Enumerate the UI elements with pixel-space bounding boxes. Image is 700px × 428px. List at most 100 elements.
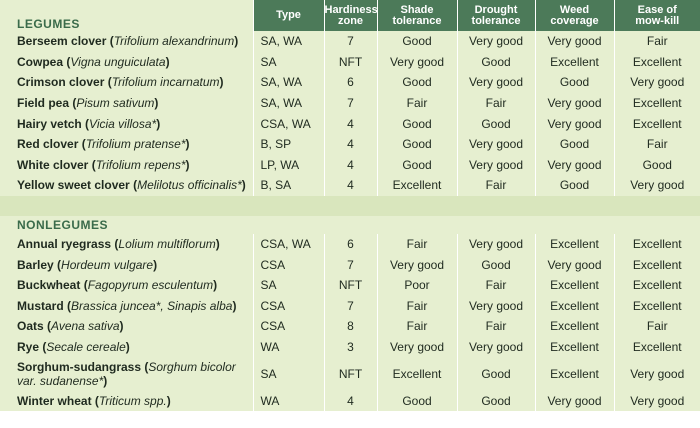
- table-row: Annual ryegrass (Lolium multiflorum) CSA,…: [0, 233, 700, 255]
- hardiness-cell: NFT: [323, 274, 377, 296]
- table-row: Winter wheat (Triticum spp.) WA 4 Good Good V…: [0, 390, 700, 411]
- crop-name-cell: Barley (Hordeum vulgare): [0, 254, 253, 275]
- weed-cell: Very good: [534, 31, 614, 52]
- crop-name-cell: Buckwheat (Fagopyrum esculentum): [0, 274, 253, 296]
- crop-scientific-name-text: Vigna unguiculata: [70, 54, 166, 69]
- hardiness-cell: 7: [323, 254, 377, 275]
- table-row: Barley (Hordeum vulgare) CSA 7 Very good Goo…: [0, 254, 700, 275]
- table-row: Crimson clover (Trifolium incarnatum) SA,…: [0, 72, 700, 93]
- col-type: Type: [252, 0, 324, 31]
- section-title-text: LEGUMES: [17, 17, 80, 31]
- mowkill-cell: Very good: [613, 72, 700, 93]
- col-drought-line1: Drought: [474, 3, 518, 16]
- shade-cell: Very good: [376, 51, 457, 73]
- shade-cell: Good: [376, 72, 457, 93]
- crop-common-name: Berseem clover: [17, 34, 107, 49]
- crop-scientific-name: Pisum sativum: [76, 96, 154, 110]
- col-hardiness: Hardiness zone: [323, 0, 377, 31]
- table-header: LEGUMES Type Hardiness zone Shade toleranc…: [0, 0, 700, 31]
- crop-common-name: Red clover: [17, 137, 79, 152]
- section-divider: NONLEGUMES: [0, 195, 700, 234]
- crop-common-name: Annual ryegrass: [17, 237, 112, 252]
- section-title-nonlegumes: NONLEGUMES: [0, 215, 700, 234]
- drought-cell: Fair: [456, 274, 535, 296]
- crop-common-name: Winter wheat: [17, 393, 92, 408]
- crop-scientific-name-text: Trifolium alexandrinum: [113, 34, 235, 49]
- crop-name-cell: Cowpea (Vigna unguiculata): [0, 51, 253, 73]
- type-cell: B, SA: [252, 175, 324, 196]
- crop-scientific-name-text: Hordeum vulgare: [61, 257, 154, 272]
- shade-cell: Good: [376, 31, 457, 52]
- mowkill-cell: Excellent: [613, 113, 700, 134]
- crop-scientific-name-text: Trifolium pratense*: [85, 137, 186, 152]
- drought-cell: Very good: [456, 295, 535, 317]
- drought-cell: Very good: [456, 31, 535, 52]
- weed-cell: Excellent: [534, 274, 614, 296]
- shade-cell: Excellent: [376, 175, 457, 196]
- crop-scientific-name: Melilotus officinalis*: [137, 178, 242, 192]
- table-row: Sorghum-sudangrass (Sorghum bicolor var.…: [0, 357, 700, 391]
- mowkill-cell: Excellent: [613, 274, 700, 296]
- weed-cell: Very good: [534, 154, 614, 176]
- crop-scientific-name: Vigna unguiculata: [70, 55, 165, 69]
- mowkill-cell: Excellent: [613, 254, 700, 275]
- crop-common-name: Buckwheat: [17, 278, 81, 293]
- table-row: Oats (Avena sativa) CSA 8 Fair Fair Excellent…: [0, 316, 700, 337]
- col-weed: Weed coverage: [534, 0, 614, 31]
- type-cell: CSA, WA: [252, 113, 324, 134]
- crop-name-cell: Winter wheat (Triticum spp.): [0, 390, 253, 411]
- crop-scientific-name-text: Sorghum bicolor var. sudanense*: [17, 359, 236, 388]
- crop-common-name: Rye: [17, 340, 40, 355]
- weed-cell: Good: [534, 72, 614, 93]
- mowkill-cell: Fair: [613, 316, 700, 337]
- table-row: Berseem clover (Trifolium alexandrinum) S…: [0, 31, 700, 52]
- hardiness-cell: 7: [323, 31, 377, 52]
- shade-cell: Fair: [376, 295, 457, 317]
- weed-cell: Excellent: [534, 295, 614, 317]
- crop-name-cell: Red clover (Trifolium pratense*): [0, 133, 253, 155]
- section-title-text: NONLEGUMES: [17, 217, 109, 232]
- hardiness-cell: 4: [323, 175, 377, 196]
- crop-name-cell: Annual ryegrass (Lolium multiflorum): [0, 233, 253, 255]
- table-row: Buckwheat (Fagopyrum esculentum) SA NFT Poo…: [0, 274, 700, 296]
- hardiness-cell: 4: [323, 154, 377, 176]
- weed-cell: Good: [534, 175, 614, 196]
- col-type-label: Type: [276, 9, 301, 21]
- drought-cell: Fair: [456, 92, 535, 114]
- col-hardiness-line1: Hardiness: [324, 3, 377, 16]
- hardiness-cell: 8: [323, 316, 377, 337]
- table-row: Field pea (Pisum sativum) SA, WA 7 Fair Fair…: [0, 92, 700, 114]
- legumes-section: Berseem clover (Trifolium alexandrinum) S…: [0, 31, 700, 196]
- type-cell: SA: [252, 51, 324, 73]
- mowkill-cell: Fair: [613, 133, 700, 155]
- shade-cell: Excellent: [376, 357, 457, 391]
- weed-cell: Excellent: [534, 357, 614, 391]
- crop-name-cell: White clover (Trifolium repens*): [0, 154, 253, 176]
- shade-cell: Good: [376, 113, 457, 134]
- shade-cell: Fair: [376, 316, 457, 337]
- crop-scientific-name: Avena sativa: [51, 319, 120, 333]
- shade-cell: Good: [376, 390, 457, 411]
- crop-name-cell: Sorghum-sudangrass (Sorghum bicolor var.…: [0, 357, 253, 391]
- weed-cell: Very good: [534, 390, 614, 411]
- type-cell: WA: [252, 336, 324, 358]
- hardiness-cell: 6: [323, 72, 377, 93]
- shade-cell: Very good: [376, 336, 457, 358]
- mowkill-cell: Excellent: [613, 51, 700, 73]
- type-cell: SA, WA: [252, 31, 324, 52]
- shade-cell: Fair: [376, 233, 457, 255]
- shade-cell: Very good: [376, 254, 457, 275]
- crop-scientific-name: Lolium multiflorum: [118, 237, 215, 251]
- drought-cell: Fair: [456, 316, 535, 337]
- section-title-legumes: LEGUMES: [0, 0, 253, 31]
- table-row: Yellow sweet clover (Melilotus officinal…: [0, 175, 700, 196]
- type-cell: CSA: [252, 295, 324, 317]
- drought-cell: Very good: [456, 336, 535, 358]
- type-cell: CSA, WA: [252, 233, 324, 255]
- crop-scientific-name-text: Melilotus officinalis*: [137, 178, 242, 193]
- hardiness-cell: 7: [323, 295, 377, 317]
- type-cell: LP, WA: [252, 154, 324, 176]
- mowkill-cell: Very good: [613, 357, 700, 391]
- crop-common-name: Cowpea: [17, 54, 64, 69]
